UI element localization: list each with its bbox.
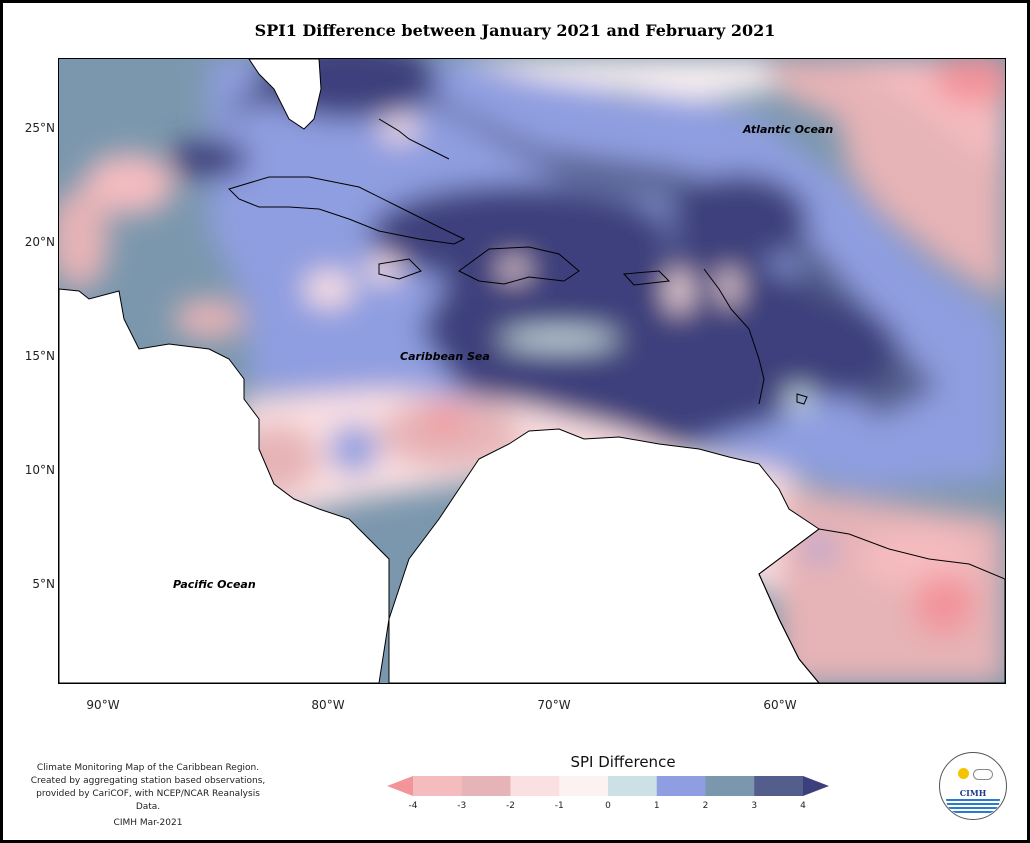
legend-tick-label: -3 — [457, 801, 467, 811]
spi-map — [59, 59, 1005, 683]
island-cuba — [228, 176, 466, 245]
credit-line-3: provided by CariCOF, with NCEP/NCAR Rean… — [36, 789, 260, 812]
legend-tick-label: 3 — [751, 801, 758, 811]
lon-label-90w: 90°W — [86, 698, 120, 712]
map-panel — [58, 58, 1006, 684]
logo-text: CIMH — [959, 788, 987, 798]
sun-icon — [958, 768, 969, 779]
legend-tick-label: 0 — [605, 801, 611, 811]
field-patches — [59, 59, 1005, 683]
legend-swatch-max — [803, 776, 829, 796]
island-barbados — [796, 393, 808, 405]
waves-icon — [946, 799, 1000, 814]
map-title: SPI1 Difference between January 2021 and… — [254, 21, 776, 40]
credit-text: Climate Monitoring Map of the Caribbean … — [23, 762, 273, 814]
legend-swatch — [510, 776, 560, 796]
legend-swatch — [656, 776, 706, 796]
island-lesser-antilles — [703, 268, 765, 405]
legend-swatch — [559, 776, 609, 796]
island-hispaniola — [458, 246, 580, 285]
legend-swatch — [705, 776, 755, 796]
legend-swatch — [461, 776, 511, 796]
lat-label-25n: 25°N — [24, 121, 55, 135]
land-florida — [248, 59, 322, 130]
land-central-america — [59, 288, 390, 683]
legend-tick-label: 1 — [653, 801, 660, 811]
legend-swatch — [413, 776, 463, 796]
legend-swatch — [754, 776, 804, 796]
credit-line-1: Climate Monitoring Map of the Caribbean … — [36, 763, 260, 773]
legend-colorbar — [387, 776, 829, 796]
cloud-icon — [973, 769, 993, 780]
lat-label-15n: 15°N — [24, 349, 55, 363]
credit-line-2: Created by aggregating station based obs… — [30, 776, 266, 786]
land-masses — [59, 59, 1005, 683]
lat-label-5n: 5°N — [32, 577, 55, 591]
island-jamaica — [378, 258, 422, 280]
cimh-logo: CIMH — [939, 752, 1007, 820]
legend-tick-label: -2 — [506, 801, 515, 811]
island-outlines — [228, 118, 808, 405]
land-guianas-coast — [758, 528, 1005, 683]
credit-stamp: CIMH Mar-2021 — [113, 818, 183, 828]
lat-label-20n: 20°N — [24, 235, 55, 249]
legend-title: SPI Difference — [570, 753, 676, 771]
lat-label-10n: 10°N — [24, 463, 55, 477]
legend-tick-label: -4 — [408, 801, 418, 811]
island-bahamas — [378, 118, 450, 160]
legend-tick-label: -1 — [554, 801, 564, 811]
legend-tick-label: 2 — [702, 801, 709, 811]
label-pacific-ocean: Pacific Ocean — [173, 578, 256, 591]
lon-label-80w: 80°W — [311, 698, 345, 712]
label-atlantic-ocean: Atlantic Ocean — [743, 123, 834, 136]
legend-swatch — [608, 776, 658, 796]
label-caribbean-sea: Caribbean Sea — [400, 350, 490, 363]
island-puerto-rico — [622, 270, 671, 286]
legend-swatch-min — [387, 776, 413, 796]
legend-tick-label: 4 — [800, 801, 806, 811]
lon-label-70w: 70°W — [537, 698, 571, 712]
lon-label-60w: 60°W — [763, 698, 797, 712]
